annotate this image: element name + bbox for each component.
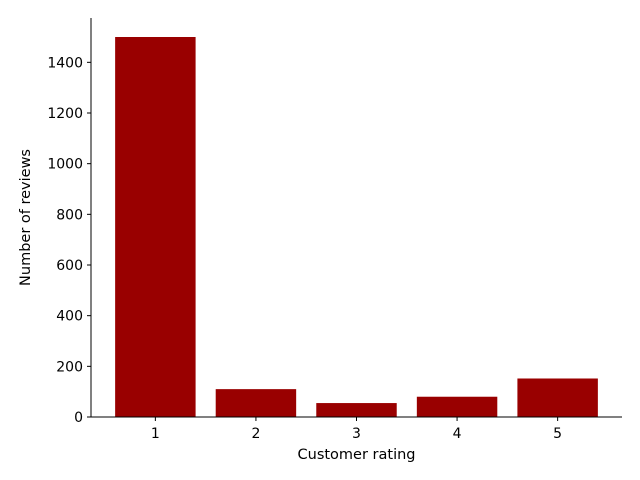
y-tick-label: 1000 xyxy=(47,157,83,173)
y-axis-label: Number of reviews xyxy=(18,149,34,286)
bars-group xyxy=(115,37,598,417)
y-tick-label: 1400 xyxy=(47,55,83,71)
x-tick-label: 2 xyxy=(251,426,260,442)
x-tick-label: 4 xyxy=(453,426,462,442)
y-axis-ticks: 0 200 400 600 800 1000 1200 1400 xyxy=(47,55,91,426)
bar-rating-3 xyxy=(316,403,397,417)
bar-rating-1 xyxy=(115,37,196,417)
x-tick-label: 3 xyxy=(352,426,361,442)
x-axis-ticks: 1 2 3 4 5 xyxy=(151,417,562,442)
y-tick-label: 600 xyxy=(56,258,83,274)
x-tick-label: 5 xyxy=(553,426,562,442)
y-tick-label: 200 xyxy=(56,359,83,375)
x-axis-label: Customer rating xyxy=(298,447,416,463)
y-tick-label: 1200 xyxy=(47,106,83,122)
x-tick-label: 1 xyxy=(151,426,160,442)
y-tick-label: 800 xyxy=(56,207,83,223)
bar-rating-2 xyxy=(215,389,297,417)
y-tick-label: 400 xyxy=(56,309,83,325)
y-tick-label: 0 xyxy=(74,410,83,426)
bar-rating-5 xyxy=(517,378,598,417)
bar-rating-4 xyxy=(416,396,498,417)
